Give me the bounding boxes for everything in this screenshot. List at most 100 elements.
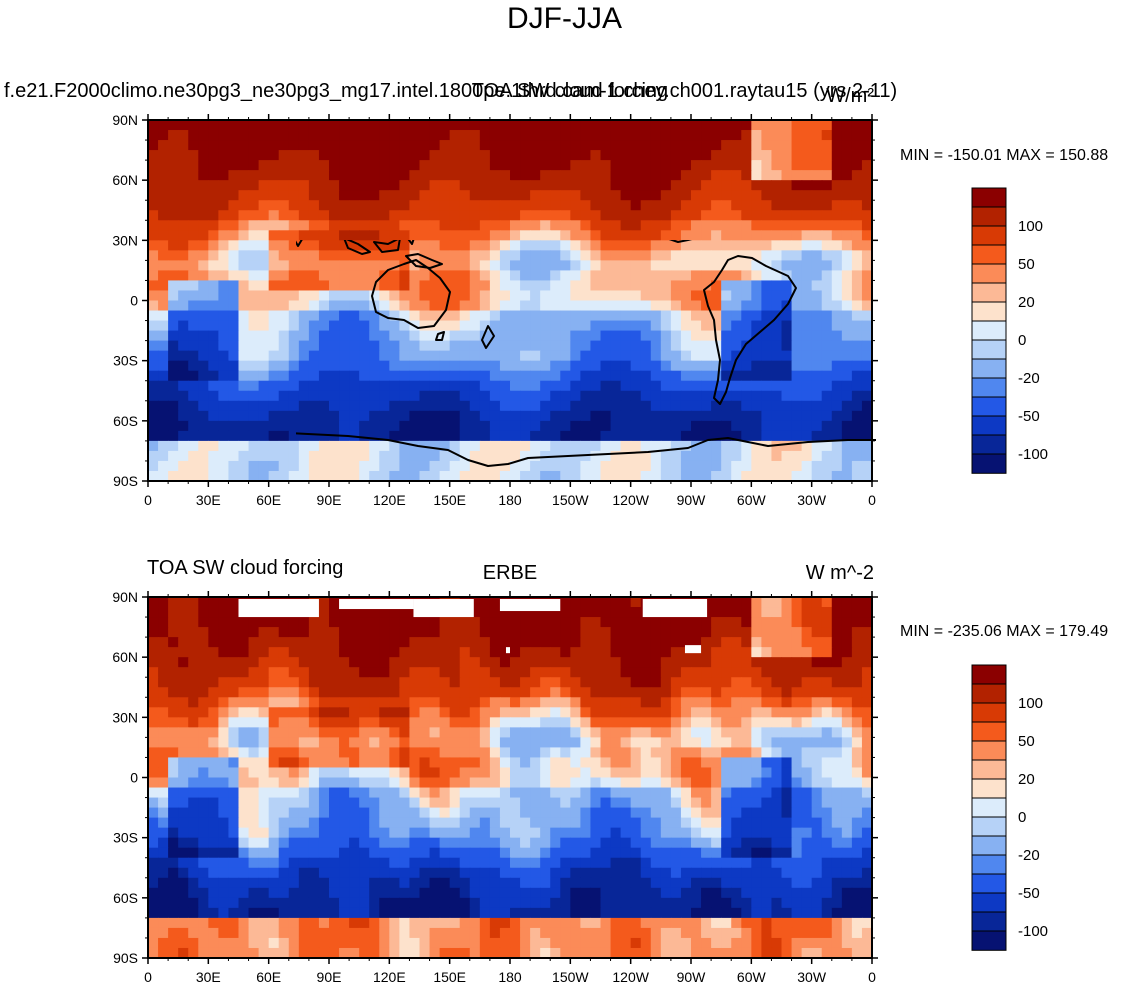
colorbar-swatch (971, 396, 1007, 417)
panel2-units: W m^-2 (805, 562, 874, 584)
lat-tick-label: 0 (130, 293, 138, 309)
colorbar-swatch (971, 206, 1007, 227)
colorbar-panel1: 100 50 20 0 -20 -50 -100 (971, 187, 1048, 474)
lon-tick-label: 90W (677, 492, 707, 508)
colorbar-swatch (971, 892, 1007, 913)
colorbar-swatch (971, 664, 1007, 685)
colorbar-swatch (971, 759, 1007, 780)
lat-tick-label: 90S (113, 950, 138, 966)
lat-tick-label: 60S (113, 890, 138, 906)
lon-tick-label: 90E (317, 969, 342, 985)
lon-tick-label: 30E (196, 969, 221, 985)
lon-tick-label: 60W (737, 492, 767, 508)
colorbar-label: 100 (1018, 218, 1043, 235)
lon-tick-label: 180 (498, 492, 522, 508)
colorbar-swatch (971, 778, 1007, 799)
colorbar-swatch (971, 740, 1007, 761)
colorbar-swatch (971, 187, 1007, 208)
colorbar-swatch (971, 721, 1007, 742)
colorbar-label: 20 (1018, 294, 1035, 311)
colorbar-label: 100 (1018, 695, 1043, 712)
figure-title: DJF-JJA (507, 2, 622, 35)
lon-tick-label: 0 (144, 969, 152, 985)
colorbar-swatch (971, 320, 1007, 341)
colorbar-label: -50 (1018, 408, 1040, 425)
colorbar-swatch (971, 797, 1007, 818)
lon-tick-label: 90E (317, 492, 342, 508)
lon-tick-label: 0 (868, 492, 876, 508)
panel1-units: W/m² (826, 85, 874, 107)
panel2-center-title: ERBE (482, 562, 538, 584)
lat-tick-label: 90N (112, 589, 138, 605)
model-map-panel: 90N 60N 30N 0 30S 60S 90S 0 30E 60E 90E 120E 150E 180… (112, 112, 878, 508)
colorbar-swatch (971, 702, 1007, 723)
colorbar-swatch (971, 377, 1007, 398)
colorbar-swatch (971, 683, 1007, 704)
lat-tick-label: 30N (112, 709, 138, 725)
lon-tick-label: 120W (612, 492, 649, 508)
erbe-map-panel: 90N 60N 30N 0 30S 60S 90S 0 30E 60E 90E 120E 150E 180… (112, 589, 878, 985)
panel1-minmax: MIN = -150.01 MAX = 150.88 (900, 147, 1109, 164)
lon-tick-label: 60E (256, 492, 281, 508)
colorbar-swatch (971, 854, 1007, 875)
colorbar-label: -100 (1018, 446, 1048, 463)
colorbar-swatch (971, 453, 1007, 474)
lon-tick-label: 30W (797, 492, 827, 508)
colorbar-label: -100 (1018, 923, 1048, 940)
lat-tick-label: 90S (113, 473, 138, 489)
lon-tick-label: 0 (868, 969, 876, 985)
colorbar-label: -50 (1018, 885, 1040, 902)
lon-tick-label: 30W (797, 969, 827, 985)
lat-tick-label: 30N (112, 232, 138, 248)
lon-tick-label: 0 (144, 492, 152, 508)
colorbar-label: -20 (1018, 847, 1040, 864)
colorbar-swatch (971, 911, 1007, 932)
colorbar-swatch (971, 301, 1007, 322)
colorbar-label: 0 (1018, 332, 1026, 349)
lon-tick-label: 150E (433, 492, 466, 508)
lat-tick-label: 60N (112, 649, 138, 665)
colorbar-swatch (971, 434, 1007, 455)
lat-tick-label: 30S (113, 830, 138, 846)
contour-field (148, 597, 872, 958)
lon-tick-label: 120W (612, 969, 649, 985)
contour-field (148, 120, 872, 481)
colorbar-label: -20 (1018, 370, 1040, 387)
lon-tick-label: 120E (373, 492, 406, 508)
colorbar-swatch (971, 339, 1007, 360)
colorbar-swatch (971, 835, 1007, 856)
lat-tick-label: 0 (130, 770, 138, 786)
lon-tick-label: 60E (256, 969, 281, 985)
colorbar-swatch (971, 816, 1007, 837)
panel2-minmax: MIN = -235.06 MAX = 179.49 (900, 623, 1109, 640)
lon-tick-label: 150W (552, 969, 589, 985)
colorbar-swatch (971, 244, 1007, 265)
colorbar-swatch (971, 930, 1007, 951)
panel1-center-title: TOA SW cloud forcing (471, 80, 669, 102)
lon-tick-label: 60W (737, 969, 767, 985)
lat-tick-label: 90N (112, 112, 138, 128)
lon-tick-label: 120E (373, 969, 406, 985)
lon-tick-label: 150W (552, 492, 589, 508)
lon-tick-label: 150E (433, 969, 466, 985)
colorbar-label: 50 (1018, 256, 1035, 273)
colorbar-swatch (971, 415, 1007, 436)
colorbar-label: 20 (1018, 771, 1035, 788)
lon-tick-label: 180 (498, 969, 522, 985)
colorbar-swatch (971, 225, 1007, 246)
lon-tick-label: 90W (677, 969, 707, 985)
colorbar-swatch (971, 263, 1007, 284)
colorbar-panel2: 100 50 20 0 -20 -50 -100 (971, 664, 1048, 951)
lat-tick-label: 60S (113, 413, 138, 429)
lat-tick-label: 30S (113, 353, 138, 369)
colorbar-swatch (971, 358, 1007, 379)
lon-tick-label: 30E (196, 492, 221, 508)
colorbar-swatch (971, 873, 1007, 894)
lat-tick-label: 60N (112, 172, 138, 188)
panel2-left-title: TOA SW cloud forcing (147, 557, 344, 579)
colorbar-label: 50 (1018, 733, 1035, 750)
colorbar-swatch (971, 282, 1007, 303)
panel1-left-title: f.e21.F2000climo.ne30pg3_ne30pg3_mg17.in… (4, 80, 898, 102)
colorbar-label: 0 (1018, 809, 1026, 826)
